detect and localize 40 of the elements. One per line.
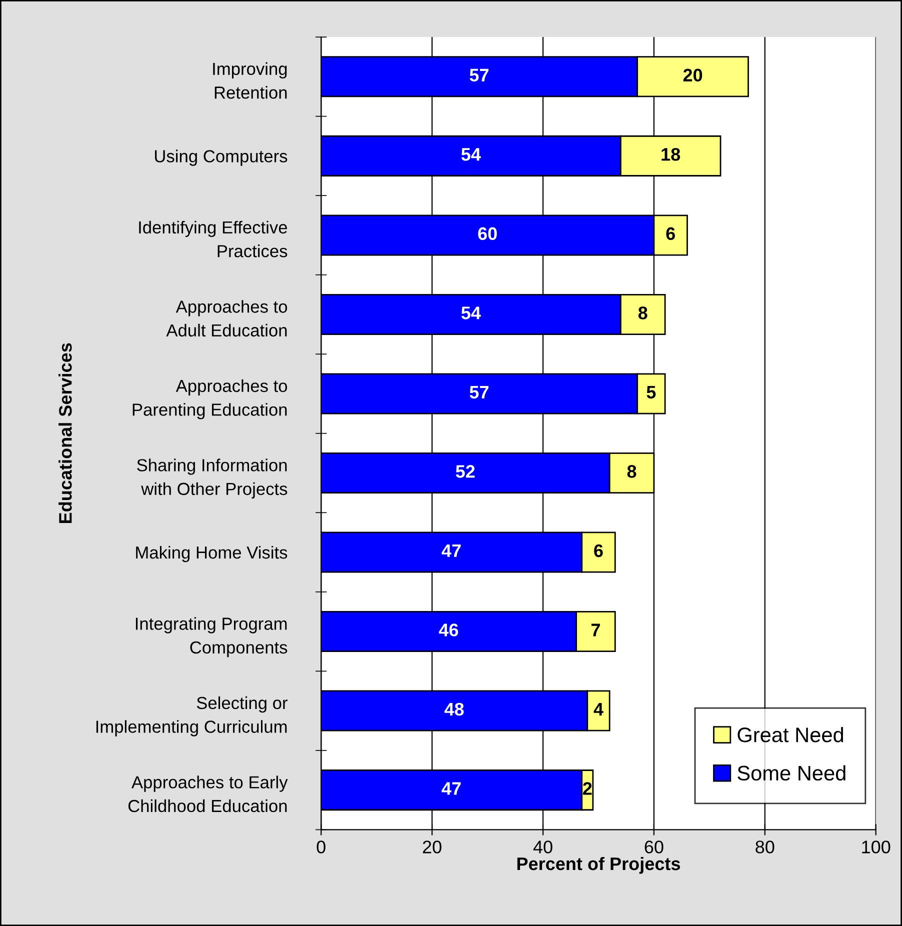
data-label: 7 (591, 624, 600, 636)
y-tick-label: Integrating Program Components (136, 617, 288, 658)
data-label: 18 (662, 148, 680, 161)
data-label: 2 (582, 782, 592, 795)
data-label: 20 (683, 68, 702, 82)
data-label: 6 (666, 227, 675, 240)
data-label: 54 (461, 148, 481, 161)
data-label: 8 (627, 465, 636, 478)
x-tick-label: 0 (316, 840, 326, 854)
data-label: 47 (442, 544, 461, 557)
legend-label: Some Need (738, 765, 846, 781)
y-tick-label: Making Home Visits (136, 546, 288, 562)
y-tick-label: Sharing Information with Other Projects (137, 458, 288, 499)
data-label: 5 (646, 386, 656, 399)
data-label: 57 (470, 386, 488, 399)
data-label: 60 (478, 227, 497, 240)
x-tick-label: 40 (533, 840, 552, 854)
y-tick-label: Approaches to Adult Education (166, 300, 288, 337)
y-axis-title: Educational Services (58, 343, 72, 523)
x-tick-label: 60 (644, 840, 664, 854)
data-label: 4 (594, 703, 604, 716)
x-tick-label: 100 (862, 840, 890, 854)
data-label: 54 (461, 306, 481, 320)
x-axis-title: Percent of Projects (517, 856, 680, 874)
data-label: 48 (444, 702, 464, 716)
data-label: 47 (442, 782, 461, 795)
legend-label: Great Need (738, 726, 844, 742)
x-tick-label: 80 (756, 840, 774, 854)
y-tick-label: Approaches to Parenting Education (132, 379, 288, 420)
data-label: 8 (638, 306, 648, 320)
x-tick-label: 20 (422, 840, 442, 854)
data-label: 57 (470, 68, 488, 82)
data-label: 6 (594, 544, 603, 558)
data-label: 46 (438, 624, 458, 636)
data-label: 52 (456, 465, 475, 478)
y-tick-label: Approaches to Early Childhood Education (128, 776, 288, 812)
y-tick-label: Selecting or Implementing Curriculum (96, 696, 288, 736)
y-tick-label: Improving Retention (213, 62, 287, 99)
y-tick-label: Identifying Effective Practices (139, 220, 288, 258)
y-tick-label: Using Computers (155, 150, 288, 166)
